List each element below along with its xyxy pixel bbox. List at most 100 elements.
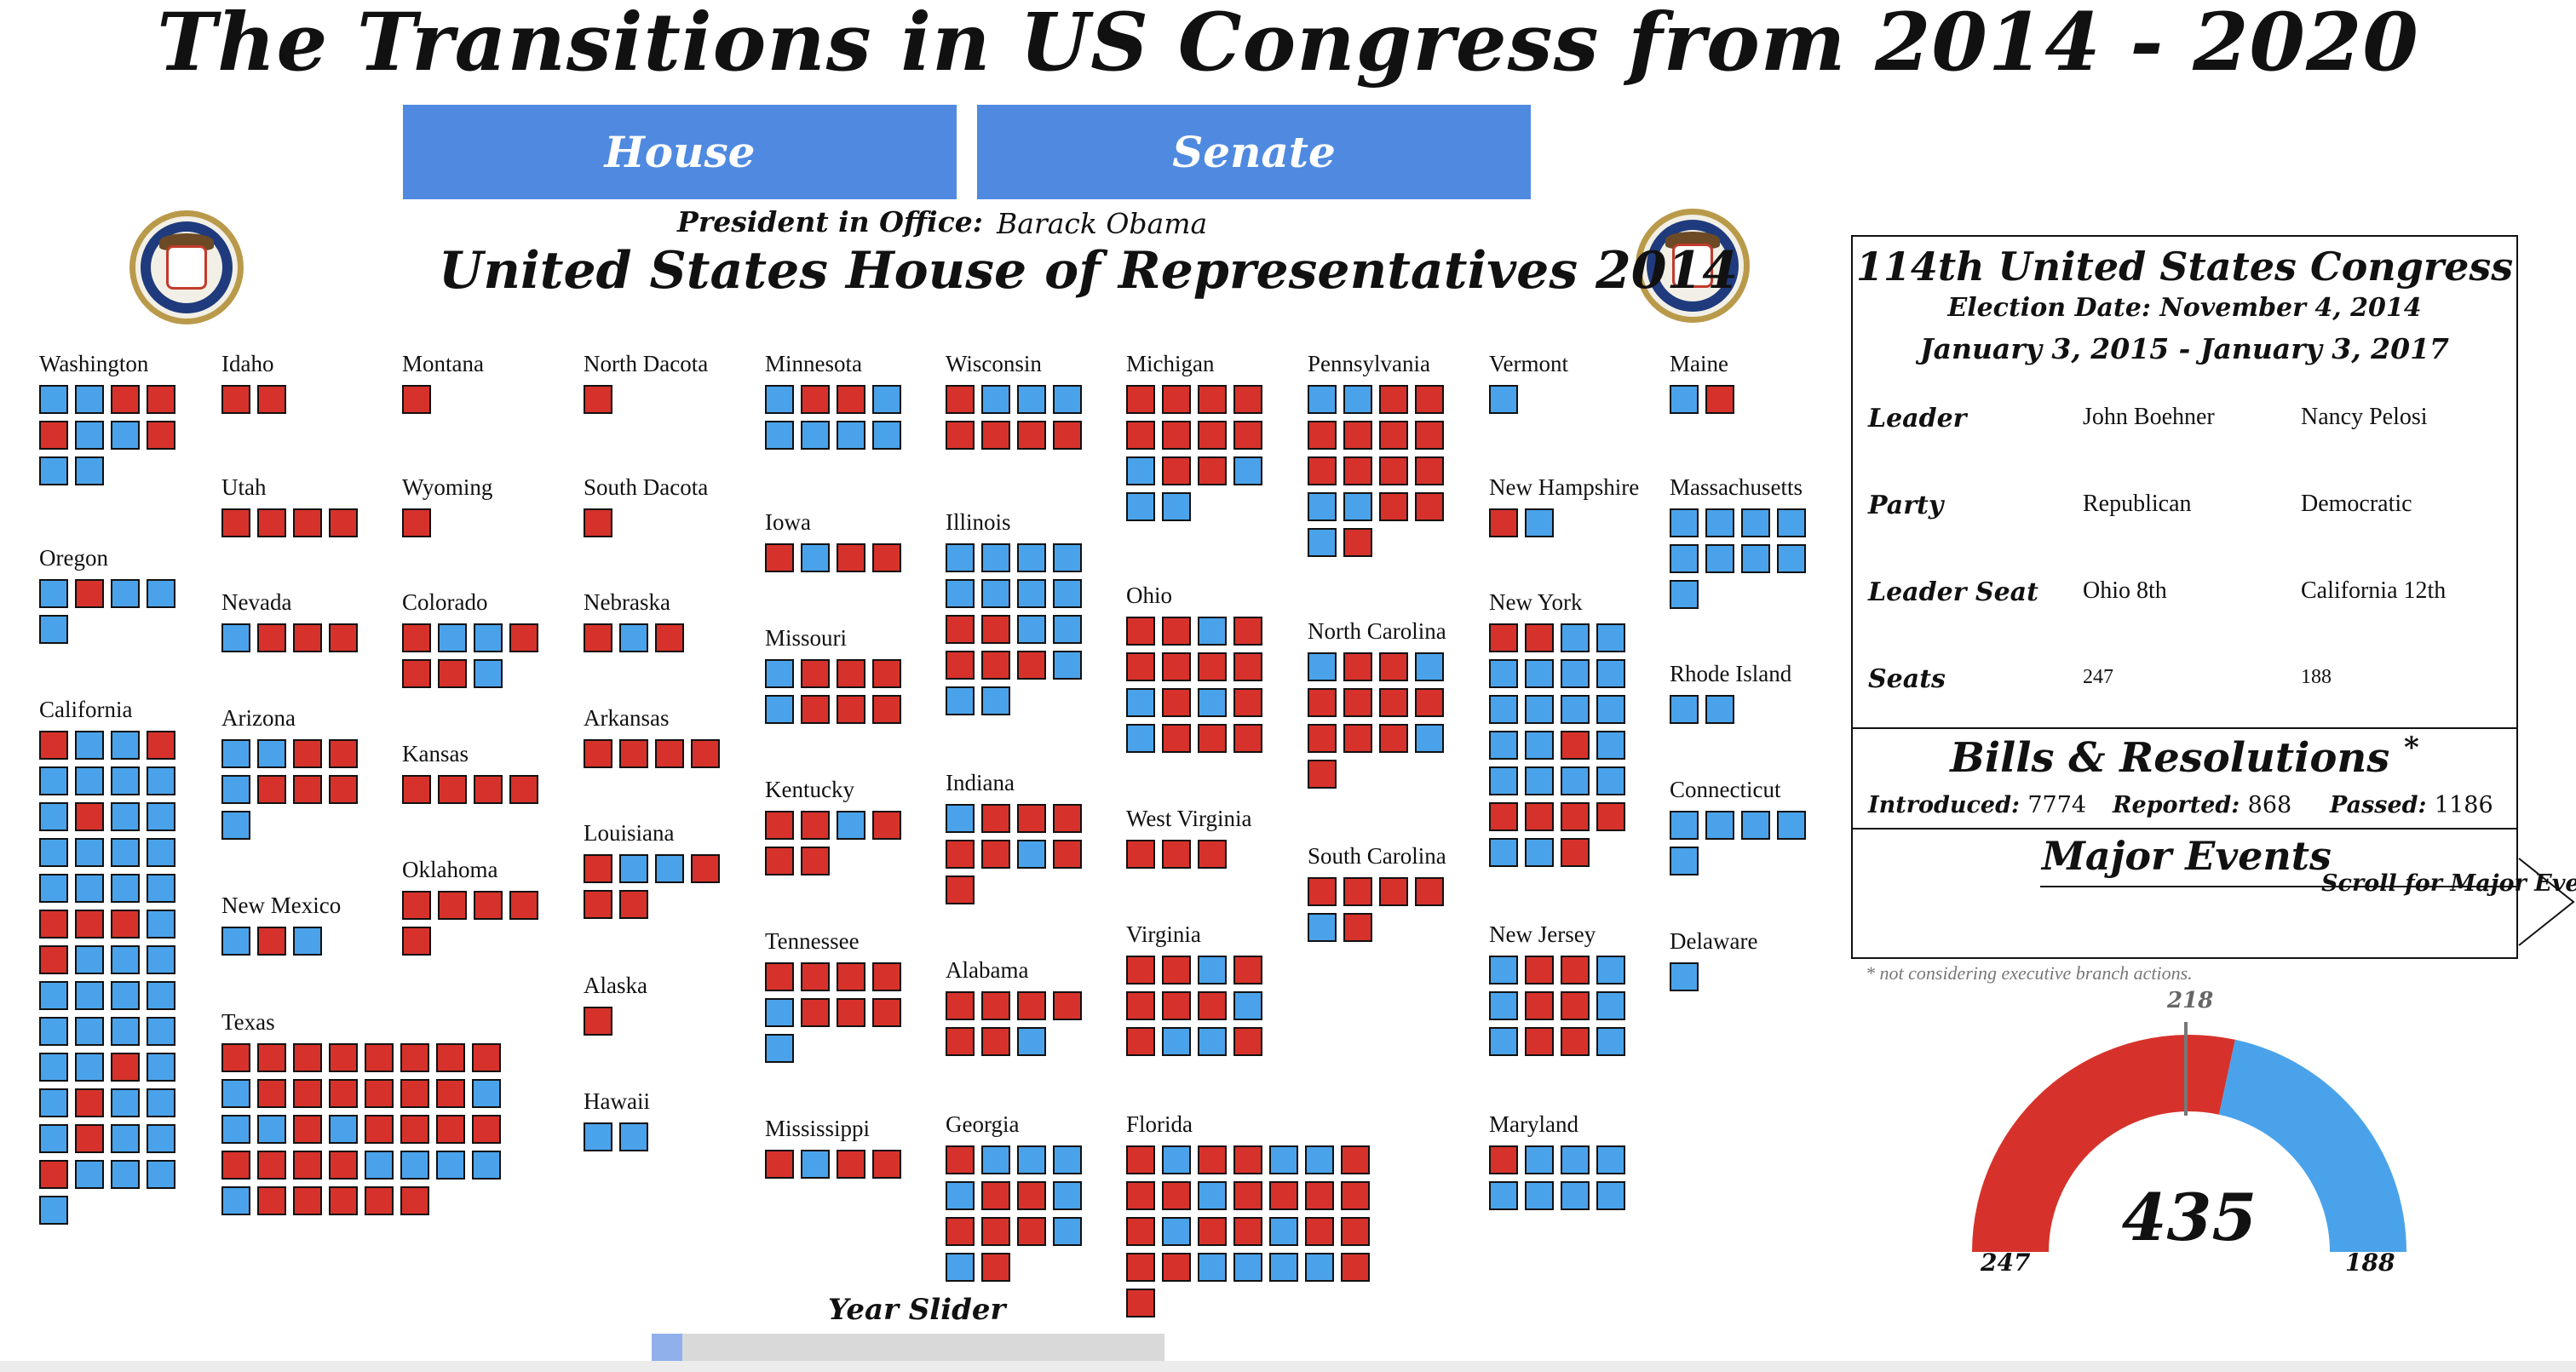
democratic-seat[interactable] <box>1596 766 1625 795</box>
democratic-seat[interactable] <box>1596 659 1625 688</box>
democratic-seat[interactable] <box>75 456 104 485</box>
democratic-seat[interactable] <box>75 874 104 903</box>
democratic-seat[interactable] <box>981 579 1010 608</box>
democratic-seat[interactable] <box>765 421 794 450</box>
republican-seat[interactable] <box>1162 991 1191 1020</box>
democratic-seat[interactable] <box>75 1017 104 1046</box>
democratic-seat[interactable] <box>257 1115 286 1144</box>
democratic-seat[interactable] <box>1489 991 1518 1020</box>
democratic-seat[interactable] <box>801 421 830 450</box>
democratic-seat[interactable] <box>584 1122 612 1151</box>
democratic-seat[interactable] <box>1017 840 1046 869</box>
democratic-seat[interactable] <box>147 1017 175 1046</box>
republican-seat[interactable] <box>1343 913 1372 942</box>
republican-seat[interactable] <box>509 891 538 920</box>
republican-seat[interactable] <box>981 991 1010 1020</box>
republican-seat[interactable] <box>39 910 68 939</box>
democratic-seat[interactable] <box>946 686 975 715</box>
democratic-seat[interactable] <box>1126 492 1155 521</box>
democratic-seat[interactable] <box>221 811 250 840</box>
democratic-seat[interactable] <box>1233 991 1262 1020</box>
republican-seat[interactable] <box>329 1186 358 1215</box>
republican-seat[interactable] <box>801 962 830 991</box>
democratic-seat[interactable] <box>1489 1027 1518 1056</box>
democratic-seat[interactable] <box>1670 508 1699 537</box>
republican-seat[interactable] <box>474 891 503 920</box>
democratic-seat[interactable] <box>1308 652 1337 681</box>
democratic-seat[interactable] <box>981 686 1010 715</box>
democratic-seat[interactable] <box>1705 811 1734 840</box>
republican-seat[interactable] <box>946 651 975 680</box>
democratic-seat[interactable] <box>1053 1181 1082 1210</box>
republican-seat[interactable] <box>801 811 830 840</box>
democratic-seat[interactable] <box>39 1124 68 1153</box>
republican-seat[interactable] <box>1162 956 1191 985</box>
republican-seat[interactable] <box>837 695 865 724</box>
republican-seat[interactable] <box>474 775 503 804</box>
democratic-seat[interactable] <box>75 385 104 414</box>
chevron-right-icon[interactable] <box>2517 855 2576 949</box>
republican-seat[interactable] <box>1415 456 1444 485</box>
republican-seat[interactable] <box>1126 1145 1155 1174</box>
year-slider-track[interactable] <box>652 1334 1164 1364</box>
republican-seat[interactable] <box>436 1043 465 1072</box>
democratic-seat[interactable] <box>111 1160 140 1189</box>
democratic-seat[interactable] <box>329 1115 358 1144</box>
republican-seat[interactable] <box>1233 1027 1262 1056</box>
republican-seat[interactable] <box>293 508 322 537</box>
democratic-seat[interactable] <box>1198 1181 1227 1210</box>
republican-seat[interactable] <box>1269 1181 1298 1210</box>
republican-seat[interactable] <box>765 847 794 875</box>
republican-seat[interactable] <box>691 739 720 768</box>
democratic-seat[interactable] <box>1596 623 1625 652</box>
republican-seat[interactable] <box>946 385 975 414</box>
republican-seat[interactable] <box>1162 840 1191 869</box>
democratic-seat[interactable] <box>1596 695 1625 724</box>
republican-seat[interactable] <box>329 739 358 768</box>
republican-seat[interactable] <box>584 385 612 414</box>
republican-seat[interactable] <box>1126 1289 1155 1317</box>
democratic-seat[interactable] <box>147 1124 175 1153</box>
republican-seat[interactable] <box>872 811 901 840</box>
republican-seat[interactable] <box>293 739 322 768</box>
democratic-seat[interactable] <box>147 910 175 939</box>
republican-seat[interactable] <box>655 739 684 768</box>
republican-seat[interactable] <box>293 623 322 652</box>
republican-seat[interactable] <box>981 1253 1010 1282</box>
democratic-seat[interactable] <box>1162 1217 1191 1246</box>
democratic-seat[interactable] <box>365 1151 394 1180</box>
democratic-seat[interactable] <box>75 766 104 795</box>
republican-seat[interactable] <box>1308 688 1337 717</box>
republican-seat[interactable] <box>1162 1253 1191 1282</box>
democratic-seat[interactable] <box>75 1053 104 1082</box>
republican-seat[interactable] <box>365 1043 394 1072</box>
republican-seat[interactable] <box>1126 991 1155 1020</box>
republican-seat[interactable] <box>1126 385 1155 414</box>
democratic-seat[interactable] <box>1489 385 1518 414</box>
republican-seat[interactable] <box>1415 385 1444 414</box>
republican-seat[interactable] <box>1198 991 1227 1020</box>
democratic-seat[interactable] <box>1308 492 1337 521</box>
republican-seat[interactable] <box>1525 956 1554 985</box>
democratic-seat[interactable] <box>147 766 175 795</box>
republican-seat[interactable] <box>402 927 431 956</box>
democratic-seat[interactable] <box>1053 543 1082 572</box>
democratic-seat[interactable] <box>801 1150 830 1179</box>
democratic-seat[interactable] <box>872 421 901 450</box>
democratic-seat[interactable] <box>1233 1253 1262 1282</box>
republican-seat[interactable] <box>509 623 538 652</box>
democratic-seat[interactable] <box>1596 731 1625 760</box>
democratic-seat[interactable] <box>872 385 901 414</box>
democratic-seat[interactable] <box>1017 1145 1046 1174</box>
republican-seat[interactable] <box>1198 1145 1227 1174</box>
republican-seat[interactable] <box>257 775 286 804</box>
republican-seat[interactable] <box>1415 421 1444 450</box>
democratic-seat[interactable] <box>1777 508 1806 537</box>
democratic-seat[interactable] <box>1053 651 1082 680</box>
republican-seat[interactable] <box>1525 623 1554 652</box>
republican-seat[interactable] <box>402 508 431 537</box>
democratic-seat[interactable] <box>1126 456 1155 485</box>
democratic-seat[interactable] <box>39 1017 68 1046</box>
democratic-seat[interactable] <box>765 385 794 414</box>
democratic-seat[interactable] <box>1670 847 1699 875</box>
